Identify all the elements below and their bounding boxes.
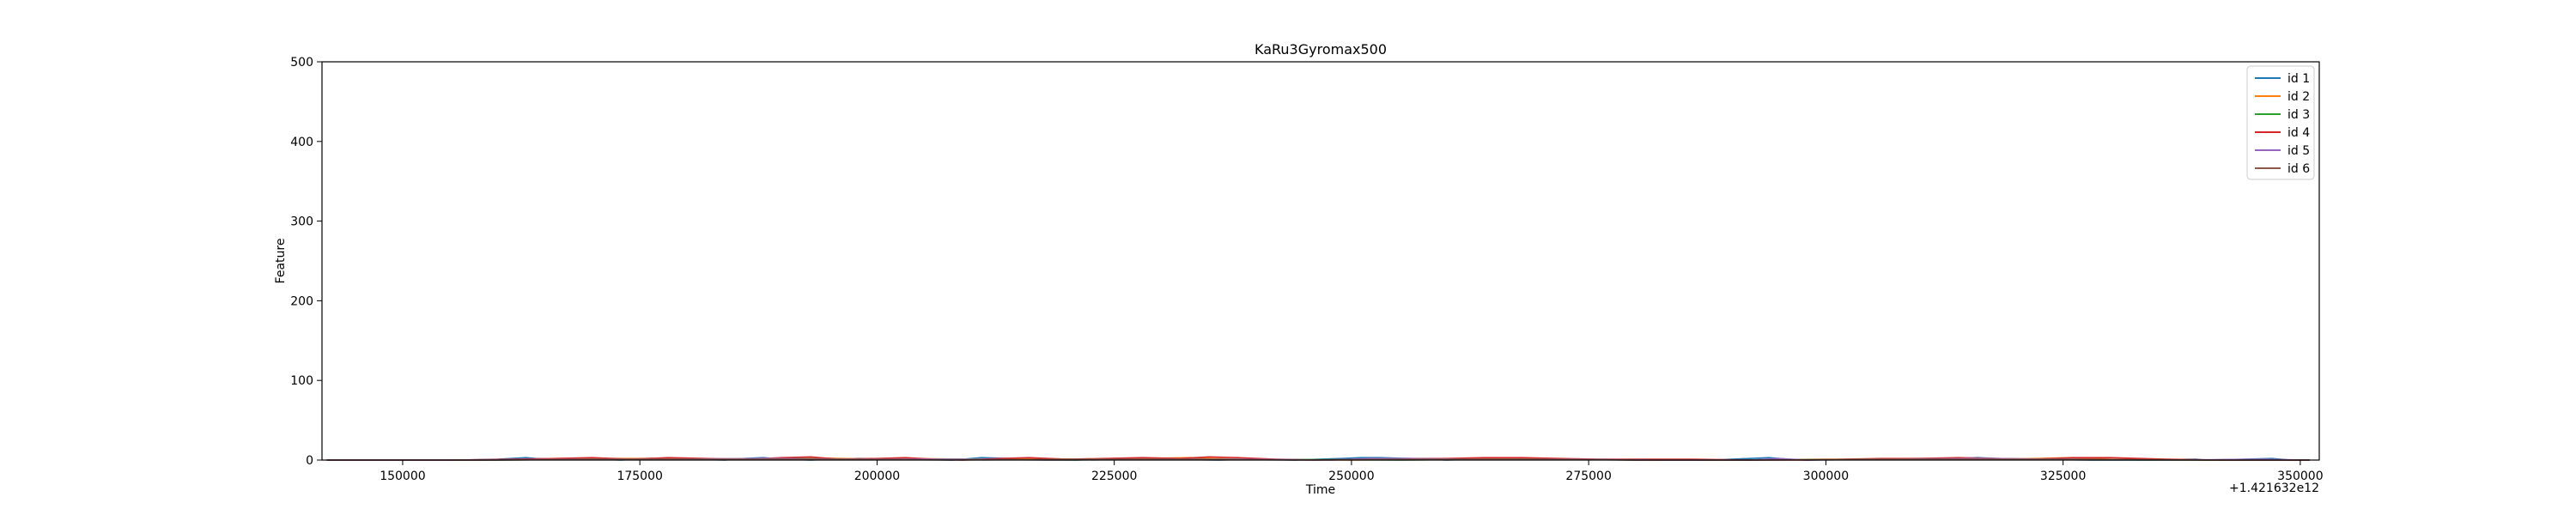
y-axis-label: Feature [274,239,288,284]
x-tick-label: 350000 [2277,470,2323,483]
x-tick-label: 275000 [1565,470,1611,483]
plot-area [321,61,2320,461]
x-axis: 150000 175000 200000 225000 250000 275000 3000… [380,460,2324,483]
legend-items: id 1 id 2 id 3 id 4 id 5 id 6 [2255,72,2310,176]
x-axis-offset-label: +1.421632e12 [2229,482,2319,495]
legend-label: id 4 [2287,126,2310,140]
legend-label: id 6 [2287,162,2310,176]
x-tick-label: 250000 [1328,470,1374,483]
x-tick-label: 325000 [2040,470,2086,483]
y-tick-label: 300 [290,215,313,229]
y-axis: 0 100 200 300 400 500 [290,56,322,468]
x-tick-label: 175000 [617,470,662,483]
legend-label: id 5 [2287,144,2310,158]
plot-background [322,62,2319,460]
y-tick-label: 500 [290,56,313,70]
legend-label: id 2 [2287,90,2310,104]
x-axis-label: Time [1305,483,1335,497]
x-tick-label: 225000 [1091,470,1137,483]
y-tick-label: 0 [306,454,313,468]
legend-label: id 1 [2287,72,2310,86]
chart-title: KaRu3Gyromax500 [1255,41,1387,58]
legend-label: id 3 [2287,108,2310,122]
legend: id 1 id 2 id 3 id 4 id 5 id 6 [2246,65,2315,180]
x-tick-label: 200000 [854,470,900,483]
y-tick-label: 200 [290,294,313,308]
y-tick-label: 400 [290,136,313,149]
x-tick-label: 300000 [1803,470,1849,483]
x-tick-label: 150000 [380,470,425,483]
series-line-5 [326,457,2310,461]
y-tick-label: 100 [290,374,313,388]
plot-frame [321,61,2320,461]
